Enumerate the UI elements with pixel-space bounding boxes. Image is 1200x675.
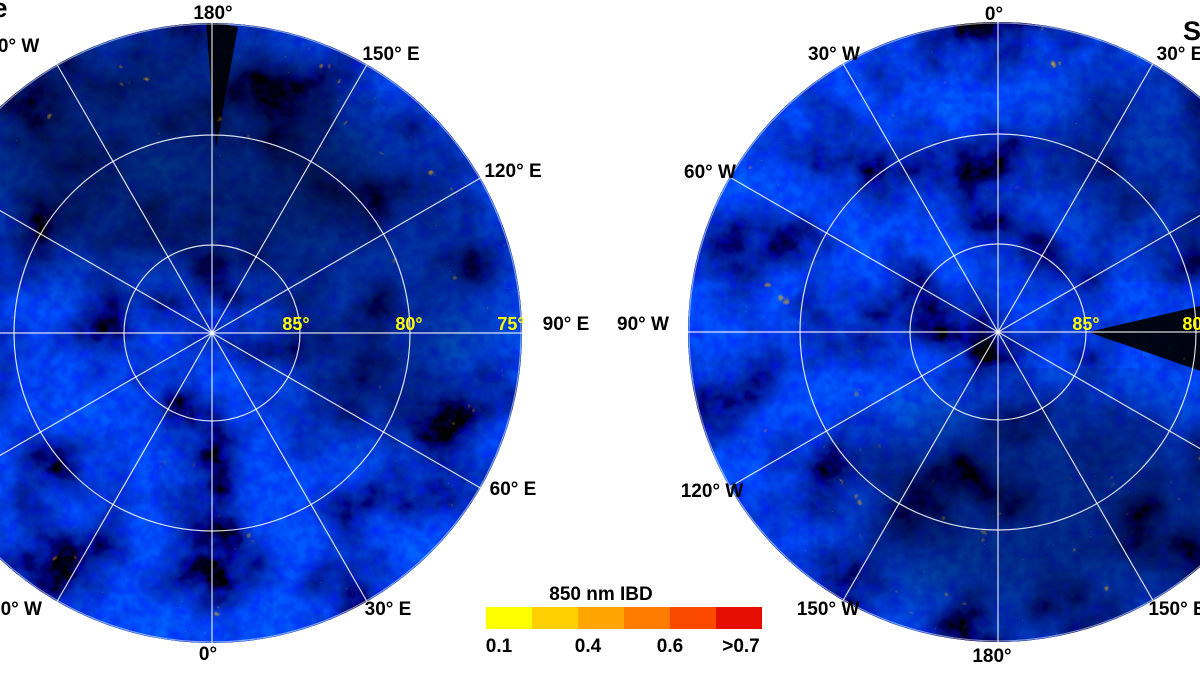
north-map-title: North Pole [0,0,8,24]
south-lon-label-90w: 90° W [617,314,669,335]
south-pole-map [688,22,1200,642]
colorbar-tick-gt0.7: >0.7 [722,636,760,657]
south-map-texture [688,22,1200,642]
colorbar-segment [532,607,578,629]
north-lon-label-90e: 90° E [542,314,590,335]
north-lat-label-80: 80° [395,314,423,334]
north-lat-label-85: 85° [282,314,310,334]
north-lat-label-75: 75° [497,314,525,334]
south-map-graticule [688,22,1200,642]
colorbar-tick-0.4: 0.4 [574,636,602,657]
colorbar-segment [670,607,716,629]
south-lon-label-150w: 150° W [796,599,860,620]
north-lon-label-150w: 150° W [0,36,40,57]
south-lon-label-30e: 30° E [1156,44,1200,65]
north-lon-label-150e: 150° E [362,44,420,65]
south-lon-label-180: 180° [972,646,1012,667]
north-lon-label-180: 180° [193,3,233,24]
north-lon-label-120e: 120° E [484,161,542,182]
colorbar-segment [486,607,532,629]
south-lon-label-0: 0° [984,4,1004,25]
colorbar-segment [716,607,762,629]
north-lon-label-60e: 60° E [489,479,537,500]
colorbar-segment [624,607,670,629]
colorbar-segment [578,607,624,629]
south-map-title: South Pole [1183,16,1200,46]
south-lon-label-120w: 120° W [680,481,744,502]
north-lon-label-30e: 30° E [364,599,412,620]
north-lon-label-0: 0° [198,644,218,665]
north-map-texture [0,23,522,643]
south-lon-label-150e: 150° E [1148,599,1200,620]
colorbar-tick-0.1: 0.1 [485,636,513,657]
south-lat-label-85: 85° [1072,314,1100,334]
north-pole-map [0,23,522,643]
north-map-graticule [0,23,522,643]
colorbar [486,607,762,629]
south-lon-label-30w: 30° W [808,44,860,65]
south-lon-label-60w: 60° W [684,162,736,183]
colorbar-tick-0.6: 0.6 [656,636,684,657]
south-lat-label-80: 80° [1182,314,1200,334]
colorbar-title: 850 nm IBD [549,584,653,605]
north-lon-label-30w: 30° W [0,599,42,620]
